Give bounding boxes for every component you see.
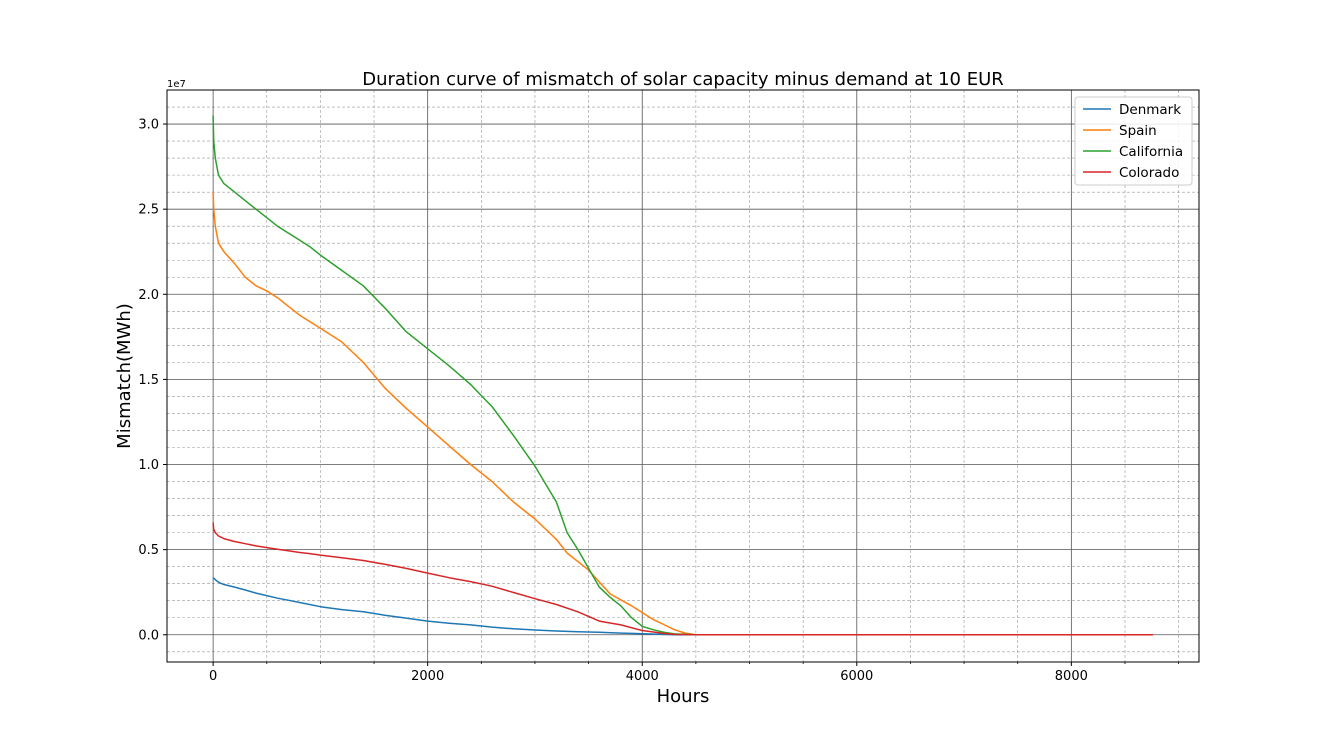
x-axis-ticks: 0 2000 4000 6000 8000 [209,662,1180,684]
x-tick-label: 0 [209,669,217,684]
y-axis-ticks: 0.0 0.5 1.0 1.5 2.0 2.5 3.0 [138,118,167,643]
y-axis-offset-text: 1e7 [167,79,186,90]
series-line-spain [212,192,1153,636]
x-tick-label: 4000 [626,669,659,684]
x-tick-label: 6000 [840,669,873,684]
y-tick-label: 1.5 [138,373,159,388]
x-tick-label: 8000 [1055,669,1088,684]
y-axis-label: Mismatch(MWh) [114,303,135,449]
y-tick-label: 3.0 [138,118,159,133]
legend-label-spain: Spain [1119,123,1157,139]
legend: Denmark Spain California Colorado [1074,96,1193,186]
minor-gridlines [167,89,1199,662]
y-tick-label: 2.0 [138,288,159,303]
y-tick-label: 0.0 [138,628,159,643]
series-line-colorado [212,522,1153,636]
plot-frame [166,89,1200,663]
series-line-denmark [212,577,1153,636]
legend-label-denmark: Denmark [1119,102,1181,118]
series-lines [212,115,1153,636]
series-line-california [212,115,1153,636]
y-tick-label: 0.5 [138,543,159,558]
y-tick-label: 2.5 [138,203,159,218]
legend-box [1074,96,1193,186]
chart-title: Duration curve of mismatch of solar capa… [362,69,1004,90]
legend-label-california: California [1119,144,1183,160]
x-tick-label: 2000 [411,669,444,684]
legend-label-colorado: Colorado [1119,165,1179,181]
x-axis-label: Hours [657,686,710,707]
y-tick-label: 1.0 [138,458,159,473]
